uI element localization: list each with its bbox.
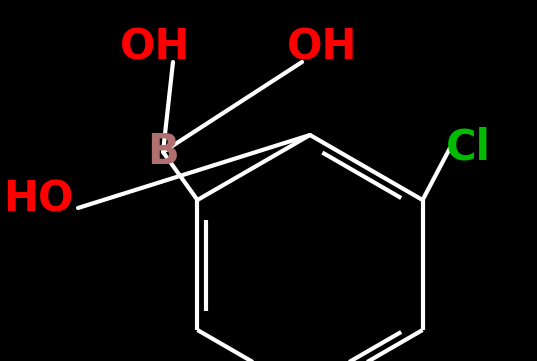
Text: OH: OH <box>287 27 357 69</box>
Text: OH: OH <box>120 27 190 69</box>
Text: B: B <box>147 131 179 173</box>
Text: HO: HO <box>3 179 73 221</box>
Text: Cl: Cl <box>446 127 490 169</box>
